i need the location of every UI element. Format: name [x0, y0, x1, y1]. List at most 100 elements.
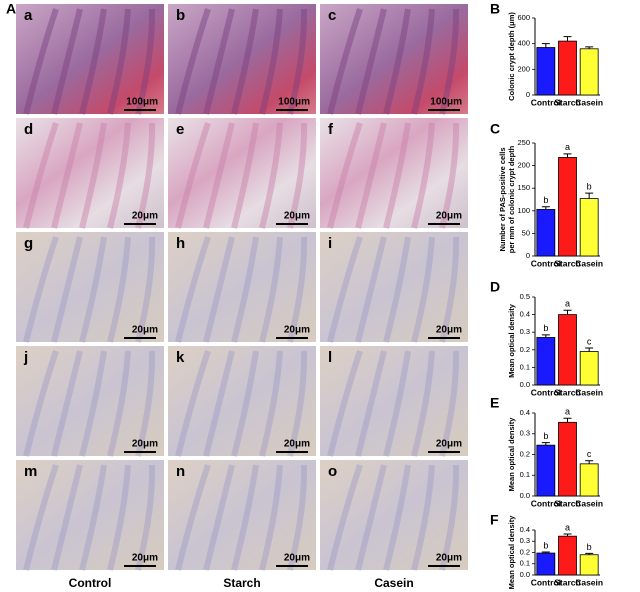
tissue-fold [231, 350, 259, 457]
bar [536, 337, 556, 386]
bar [579, 554, 599, 576]
y-tick-label: 0 [526, 90, 530, 99]
scale-label: 20μm [284, 211, 310, 222]
tissue-fold [203, 350, 235, 457]
micrograph [320, 4, 468, 114]
x-tick-label: Control [531, 577, 561, 587]
micrograph [168, 346, 316, 456]
micrograph [168, 232, 316, 342]
tissue-fold [439, 122, 460, 229]
significance-letter: b [587, 542, 592, 552]
tissue-fold [383, 122, 411, 229]
scale-label: 20μm [132, 439, 158, 450]
tissue-fold [23, 122, 59, 229]
tissue-fold [259, 8, 283, 115]
tissue-fold [259, 236, 283, 343]
tissue-fold [51, 122, 83, 229]
chart-label: E [490, 395, 499, 411]
error-bar [541, 334, 550, 338]
bar [558, 314, 577, 386]
panel-letter: k [176, 349, 185, 366]
x-tick-label: Casein [575, 577, 603, 587]
tissue-fold [439, 350, 460, 457]
tissue-fold [383, 464, 411, 571]
significance-letter: b [587, 182, 592, 192]
tissue-fold [287, 8, 308, 115]
tissue-fold [23, 8, 59, 115]
y-tick-label: 0.3 [520, 536, 530, 545]
y-tick-label: 0.2 [520, 449, 530, 458]
x-tick-label: Control [531, 97, 561, 107]
bar [558, 40, 577, 96]
y-tick-label: 100 [517, 206, 530, 215]
error-bar [541, 206, 550, 210]
tissue-fold [287, 236, 308, 343]
tissue-fold [203, 8, 235, 115]
bar [579, 463, 599, 497]
tissue-fold [107, 8, 131, 115]
y-axis-label: Mean optical density [507, 515, 516, 590]
scale-label: 20μm [284, 325, 310, 336]
x-tick-label: Starch [554, 258, 580, 268]
y-tick-label: 400 [517, 39, 530, 48]
panel-letter: e [176, 121, 184, 138]
tissue-fold [355, 350, 387, 457]
tissue-fold [355, 8, 387, 115]
panel-letter: g [24, 235, 33, 252]
significance-letter: a [565, 142, 570, 152]
tissue-fold [175, 8, 211, 115]
tissue-fold [439, 8, 460, 115]
micrograph [320, 118, 468, 228]
y-tick-label: 0.4 [520, 525, 530, 534]
column-label: Casein [374, 576, 413, 590]
significance-letter: c [587, 336, 592, 346]
micrograph [168, 118, 316, 228]
error-bar [585, 192, 594, 199]
significance-letter: c [587, 449, 592, 459]
significance-letter: b [543, 323, 548, 333]
chart-label: B [490, 1, 500, 17]
tissue-fold [411, 236, 435, 343]
y-tick-label: 600 [517, 13, 530, 22]
tissue-fold [107, 122, 131, 229]
y-tick-label: 0.3 [520, 429, 530, 438]
panel-letter: i [328, 235, 332, 252]
tissue-fold [135, 464, 156, 571]
bar [579, 198, 599, 257]
micrograph [16, 460, 164, 570]
error-bar [541, 43, 550, 48]
tissue-fold [175, 236, 211, 343]
y-tick-label: 0.1 [520, 362, 530, 371]
bar [536, 47, 556, 96]
column-label: Starch [223, 576, 260, 590]
tissue-fold [231, 8, 259, 115]
tissue-fold [383, 236, 411, 343]
tissue-fold [355, 236, 387, 343]
tissue-fold [355, 464, 387, 571]
y-tick-label: 150 [517, 183, 530, 192]
tissue-fold [259, 464, 283, 571]
scale-label: 20μm [132, 325, 158, 336]
tissue-fold [327, 350, 363, 457]
scale-label: 20μm [436, 325, 462, 336]
y-tick-label: 0.2 [520, 547, 530, 556]
x-tick-label: Starch [554, 498, 580, 508]
error-bar [563, 533, 572, 537]
tissue-fold [135, 8, 156, 115]
tissue-fold [355, 122, 387, 229]
y-tick-label: 0 [526, 251, 530, 260]
scale-label: 20μm [284, 553, 310, 564]
error-bar [563, 309, 572, 315]
y-axis-label: Mean optical density [507, 303, 516, 378]
y-tick-label: 0.4 [520, 408, 530, 417]
tissue-fold [411, 122, 435, 229]
tissue-fold [79, 464, 107, 571]
tissue-fold [51, 464, 83, 571]
significance-letter: b [543, 540, 548, 550]
x-tick-label: Casein [575, 258, 603, 268]
error-bar [585, 46, 594, 49]
scale-label: 100μm [430, 97, 462, 108]
tissue-fold [383, 8, 411, 115]
micrograph [16, 118, 164, 228]
